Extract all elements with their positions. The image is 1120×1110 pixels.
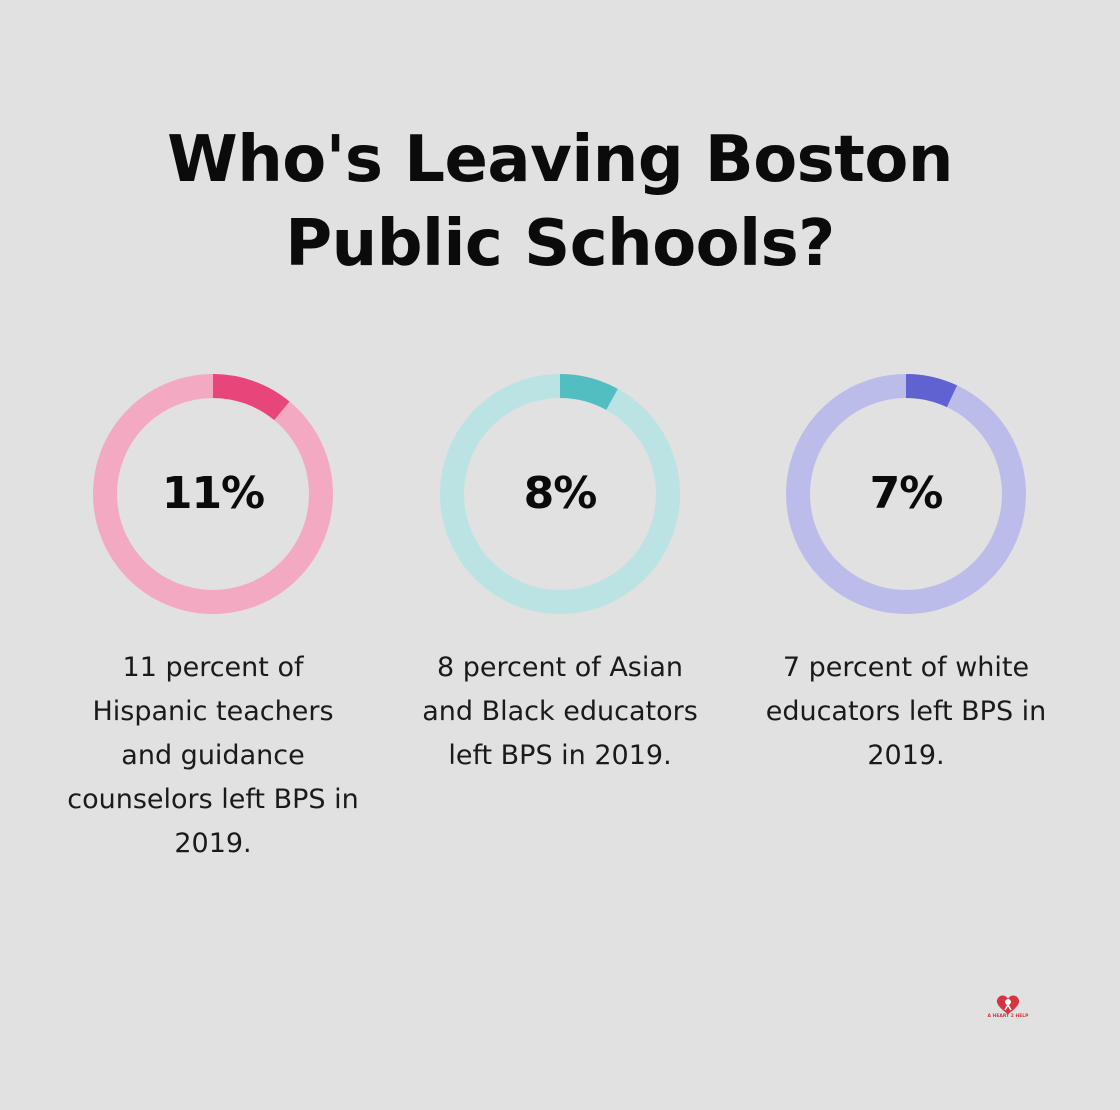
donut-asian-black-value-arc [559,374,618,411]
donut-white: 7% [786,374,1026,614]
heart-icon [996,995,1020,1014]
donut-white-value: 7% [869,468,944,519]
donut-asian-black-chart [440,374,680,614]
caption-hispanic: 11 percent of Hispanic teachers and guid… [67,652,359,859]
page-title: Who's Leaving Boston Public Schools? [0,118,1120,286]
title-line-2: Public Schools? [285,207,835,281]
caption-white: 7 percent of white educators left BPS in… [765,652,1047,771]
donut-white-value-arc [905,374,958,408]
logo-text: A HEART 2 HELP [987,1014,1029,1019]
brand-logo: A HEART 2 HELP [984,994,1032,1024]
donut-hispanic-value-arc [212,374,290,421]
donut-hispanic-chart [93,374,333,614]
donut-asian-black: 8% [440,374,680,614]
caption-asian-black: 8 percent of Asian and Black educators l… [422,652,698,771]
donut-white-chart [786,374,1026,614]
donut-hispanic-value: 11% [161,468,265,519]
title-line-1: Who's Leaving Boston [167,123,953,197]
donut-hispanic: 11% [93,374,333,614]
donut-asian-black-value: 8% [523,468,598,519]
